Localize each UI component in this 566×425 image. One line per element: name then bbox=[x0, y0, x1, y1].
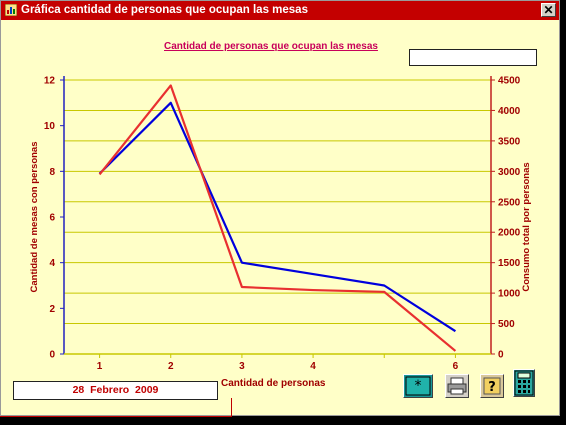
close-button[interactable]: ✕ bbox=[541, 3, 556, 17]
calculator-button[interactable] bbox=[513, 369, 535, 397]
series-line-2 bbox=[98, 84, 457, 352]
y-tick-label: 10 bbox=[44, 121, 56, 132]
x-axis-label: Cantidad de personas bbox=[221, 378, 326, 389]
help-icon: ? bbox=[483, 377, 501, 395]
status-frame bbox=[0, 398, 232, 417]
series-line-1 bbox=[98, 101, 457, 333]
y2-tick-label: 0 bbox=[498, 350, 504, 361]
y2-tick-label: 3000 bbox=[498, 167, 521, 178]
help-button[interactable]: ? bbox=[480, 374, 504, 398]
y-tick-label: 2 bbox=[49, 304, 55, 315]
image-star-icon: * bbox=[405, 376, 431, 396]
title-bar: Gráfica cantidad de personas que ocupan … bbox=[1, 1, 559, 20]
printer-icon bbox=[447, 377, 467, 395]
y-tick-label: 4 bbox=[49, 258, 55, 269]
date-field: 28 Febrero 2009 bbox=[13, 381, 218, 400]
image-button[interactable]: * bbox=[403, 374, 433, 398]
calculator-icon bbox=[514, 370, 534, 396]
y2-tick-label: 1500 bbox=[498, 258, 521, 269]
print-button[interactable] bbox=[445, 374, 469, 398]
close-icon: ✕ bbox=[543, 3, 554, 17]
y2-tick-label: 500 bbox=[498, 319, 515, 330]
y-axis-label: Cantidad de mesas con personas bbox=[29, 142, 40, 293]
chart-title: Cantidad de personas que ocupan las mesa… bbox=[164, 41, 378, 52]
y-tick-label: 6 bbox=[49, 213, 55, 224]
x-tick-label: 6 bbox=[453, 361, 459, 372]
y2-tick-label: 2000 bbox=[498, 228, 521, 239]
y2-tick-label: 3500 bbox=[498, 136, 521, 147]
y2-tick-label: 4000 bbox=[498, 106, 521, 117]
top-textbox[interactable] bbox=[409, 49, 537, 66]
y2-tick-label: 4500 bbox=[498, 76, 521, 87]
svg-text:?: ? bbox=[488, 380, 496, 395]
x-tick-label: 2 bbox=[168, 361, 174, 372]
y-tick-label: 12 bbox=[44, 76, 56, 87]
x-tick-label: 3 bbox=[239, 361, 245, 372]
y-tick-label: 0 bbox=[49, 350, 55, 361]
chart-window: Gráfica cantidad de personas que ocupan … bbox=[0, 0, 560, 416]
y-tick-label: 8 bbox=[49, 167, 55, 178]
x-tick-label: 4 bbox=[310, 361, 316, 372]
y2-tick-label: 1000 bbox=[498, 289, 521, 300]
app-icon bbox=[5, 4, 17, 16]
x-tick-label: 1 bbox=[97, 361, 103, 372]
y2-axis-label: Consumo total por personas bbox=[521, 162, 532, 291]
svg-text:*: * bbox=[415, 378, 422, 394]
y2-tick-label: 2500 bbox=[498, 197, 521, 208]
window-title: Gráfica cantidad de personas que ocupan … bbox=[21, 4, 308, 16]
